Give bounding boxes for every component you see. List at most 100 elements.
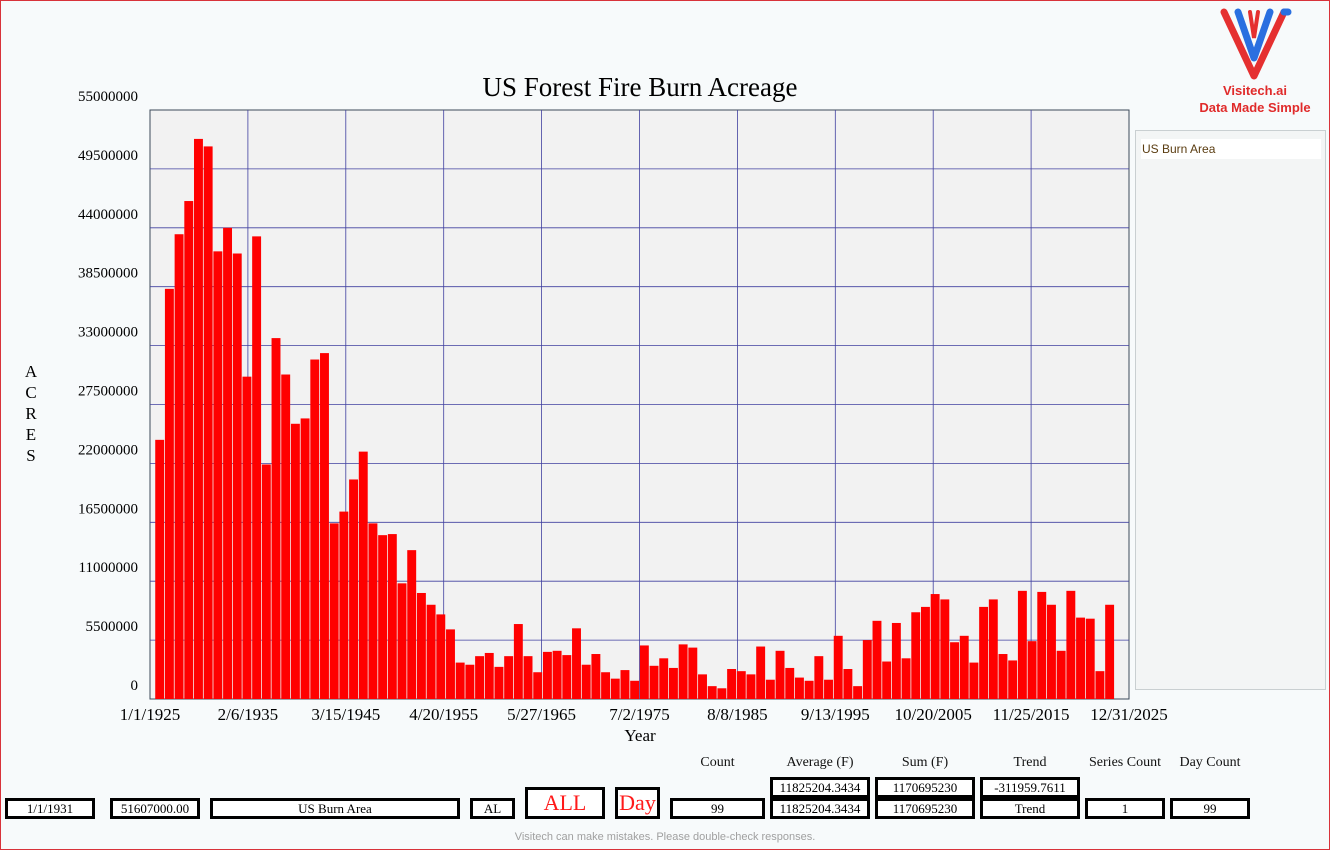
y-tick-label: 16500000 — [78, 501, 138, 517]
bar — [1017, 590, 1027, 699]
y-axis-label-letter: E — [26, 425, 36, 444]
bar — [668, 667, 678, 699]
bar — [630, 680, 640, 699]
trend-header: Trend — [1013, 755, 1047, 770]
bar — [387, 534, 397, 699]
x-tick-label: 10/20/2005 — [894, 705, 971, 724]
bar — [271, 338, 281, 699]
x-tick-label: 5/27/1965 — [507, 705, 576, 724]
all-button[interactable]: ALL — [525, 787, 605, 819]
bar — [920, 606, 930, 699]
legend-panel: US Burn Area — [1135, 130, 1326, 690]
bar — [688, 647, 698, 699]
bar — [785, 667, 795, 699]
bar — [1105, 604, 1115, 699]
bar — [436, 614, 446, 699]
y-tick-label: 11000000 — [79, 560, 138, 576]
bar — [174, 234, 184, 700]
bar — [901, 658, 911, 699]
bar — [320, 353, 329, 699]
bar — [562, 655, 572, 699]
x-tick-label: 11/25/2015 — [993, 705, 1070, 724]
bar — [765, 679, 775, 699]
bar — [397, 583, 407, 699]
trend-value-top: -311959.7611 — [980, 777, 1080, 798]
bar — [882, 661, 892, 699]
x-tick-label: 9/13/1995 — [801, 705, 870, 724]
bar — [639, 645, 649, 699]
y-tick-label: 5500000 — [86, 619, 139, 635]
bar — [416, 592, 426, 699]
legend-item-series[interactable]: US Burn Area — [1141, 139, 1321, 159]
bar — [252, 236, 262, 699]
bar — [475, 656, 485, 699]
bar — [601, 672, 611, 699]
bar — [194, 138, 203, 699]
x-tick-label: 3/15/1945 — [311, 705, 380, 724]
bar — [290, 423, 300, 699]
x-tick-label: 2/6/1935 — [218, 705, 278, 724]
sum-value-top: 1170695230 — [875, 777, 975, 798]
x-tick-label: 1/1/1925 — [120, 705, 180, 724]
bar — [746, 674, 756, 699]
bar — [659, 658, 669, 699]
sum-value: 1170695230 — [875, 798, 975, 819]
selected-date-field[interactable]: 1/1/1931 — [5, 798, 95, 819]
bar — [533, 672, 543, 699]
bar — [814, 656, 824, 699]
y-tick-label: 27500000 — [78, 384, 138, 400]
bar — [368, 523, 378, 699]
y-tick-label: 49500000 — [78, 148, 138, 164]
bar — [523, 656, 533, 699]
count-value: 99 — [670, 798, 765, 819]
bar — [678, 644, 688, 699]
state-field[interactable]: AL — [470, 798, 515, 819]
bar — [1037, 591, 1047, 699]
series-count-header: Series Count — [1089, 755, 1161, 770]
bar — [1066, 590, 1076, 699]
x-axis-label: Year — [624, 726, 656, 745]
bar — [155, 439, 165, 699]
x-tick-label: 8/8/1985 — [707, 705, 767, 724]
bar — [872, 620, 882, 699]
chart-title: US Forest Fire Burn Acreage — [483, 72, 798, 102]
bar — [727, 669, 737, 699]
bar — [930, 594, 940, 699]
bar — [223, 227, 233, 700]
average-header: Average (F) — [786, 755, 854, 770]
brand-tagline: Data Made Simple — [1199, 100, 1311, 115]
bar — [833, 635, 843, 699]
bar — [1047, 604, 1056, 699]
bar — [261, 464, 271, 699]
x-axis-ticks: 1/1/1925 2/6/1935 3/15/1945 4/20/1955 5/27/1… — [120, 705, 1168, 724]
trend-button[interactable]: Trend — [980, 798, 1080, 819]
bar — [552, 650, 562, 699]
y-tick-label: 38500000 — [78, 266, 138, 282]
bar — [1076, 617, 1085, 699]
bar — [465, 664, 475, 699]
selected-value-field[interactable]: 51607000.00 — [110, 798, 200, 819]
day-button[interactable]: Day — [615, 787, 660, 819]
brand-name: Visitech.ai — [1222, 83, 1288, 98]
bar — [329, 523, 339, 699]
series-name-field[interactable]: US Burn Area — [210, 798, 460, 819]
bar — [213, 251, 223, 700]
y-tick-label: 33000000 — [78, 325, 138, 341]
y-tick-label: 22000000 — [78, 442, 138, 458]
y-axis-label-letter: R — [25, 404, 37, 423]
bar — [862, 640, 872, 699]
bar — [911, 612, 921, 699]
y-tick-label: 55000000 — [78, 89, 138, 105]
bar — [1027, 641, 1037, 699]
bar — [1008, 660, 1018, 699]
bar — [756, 646, 766, 699]
bar — [378, 535, 388, 699]
bar — [572, 628, 581, 699]
bar — [349, 479, 359, 699]
average-value-top: 11825204.3434 — [770, 777, 870, 798]
bar — [794, 677, 804, 699]
bar — [610, 678, 620, 699]
bar — [281, 374, 291, 699]
bar — [542, 651, 552, 699]
y-axis-label-letter: C — [25, 383, 36, 402]
